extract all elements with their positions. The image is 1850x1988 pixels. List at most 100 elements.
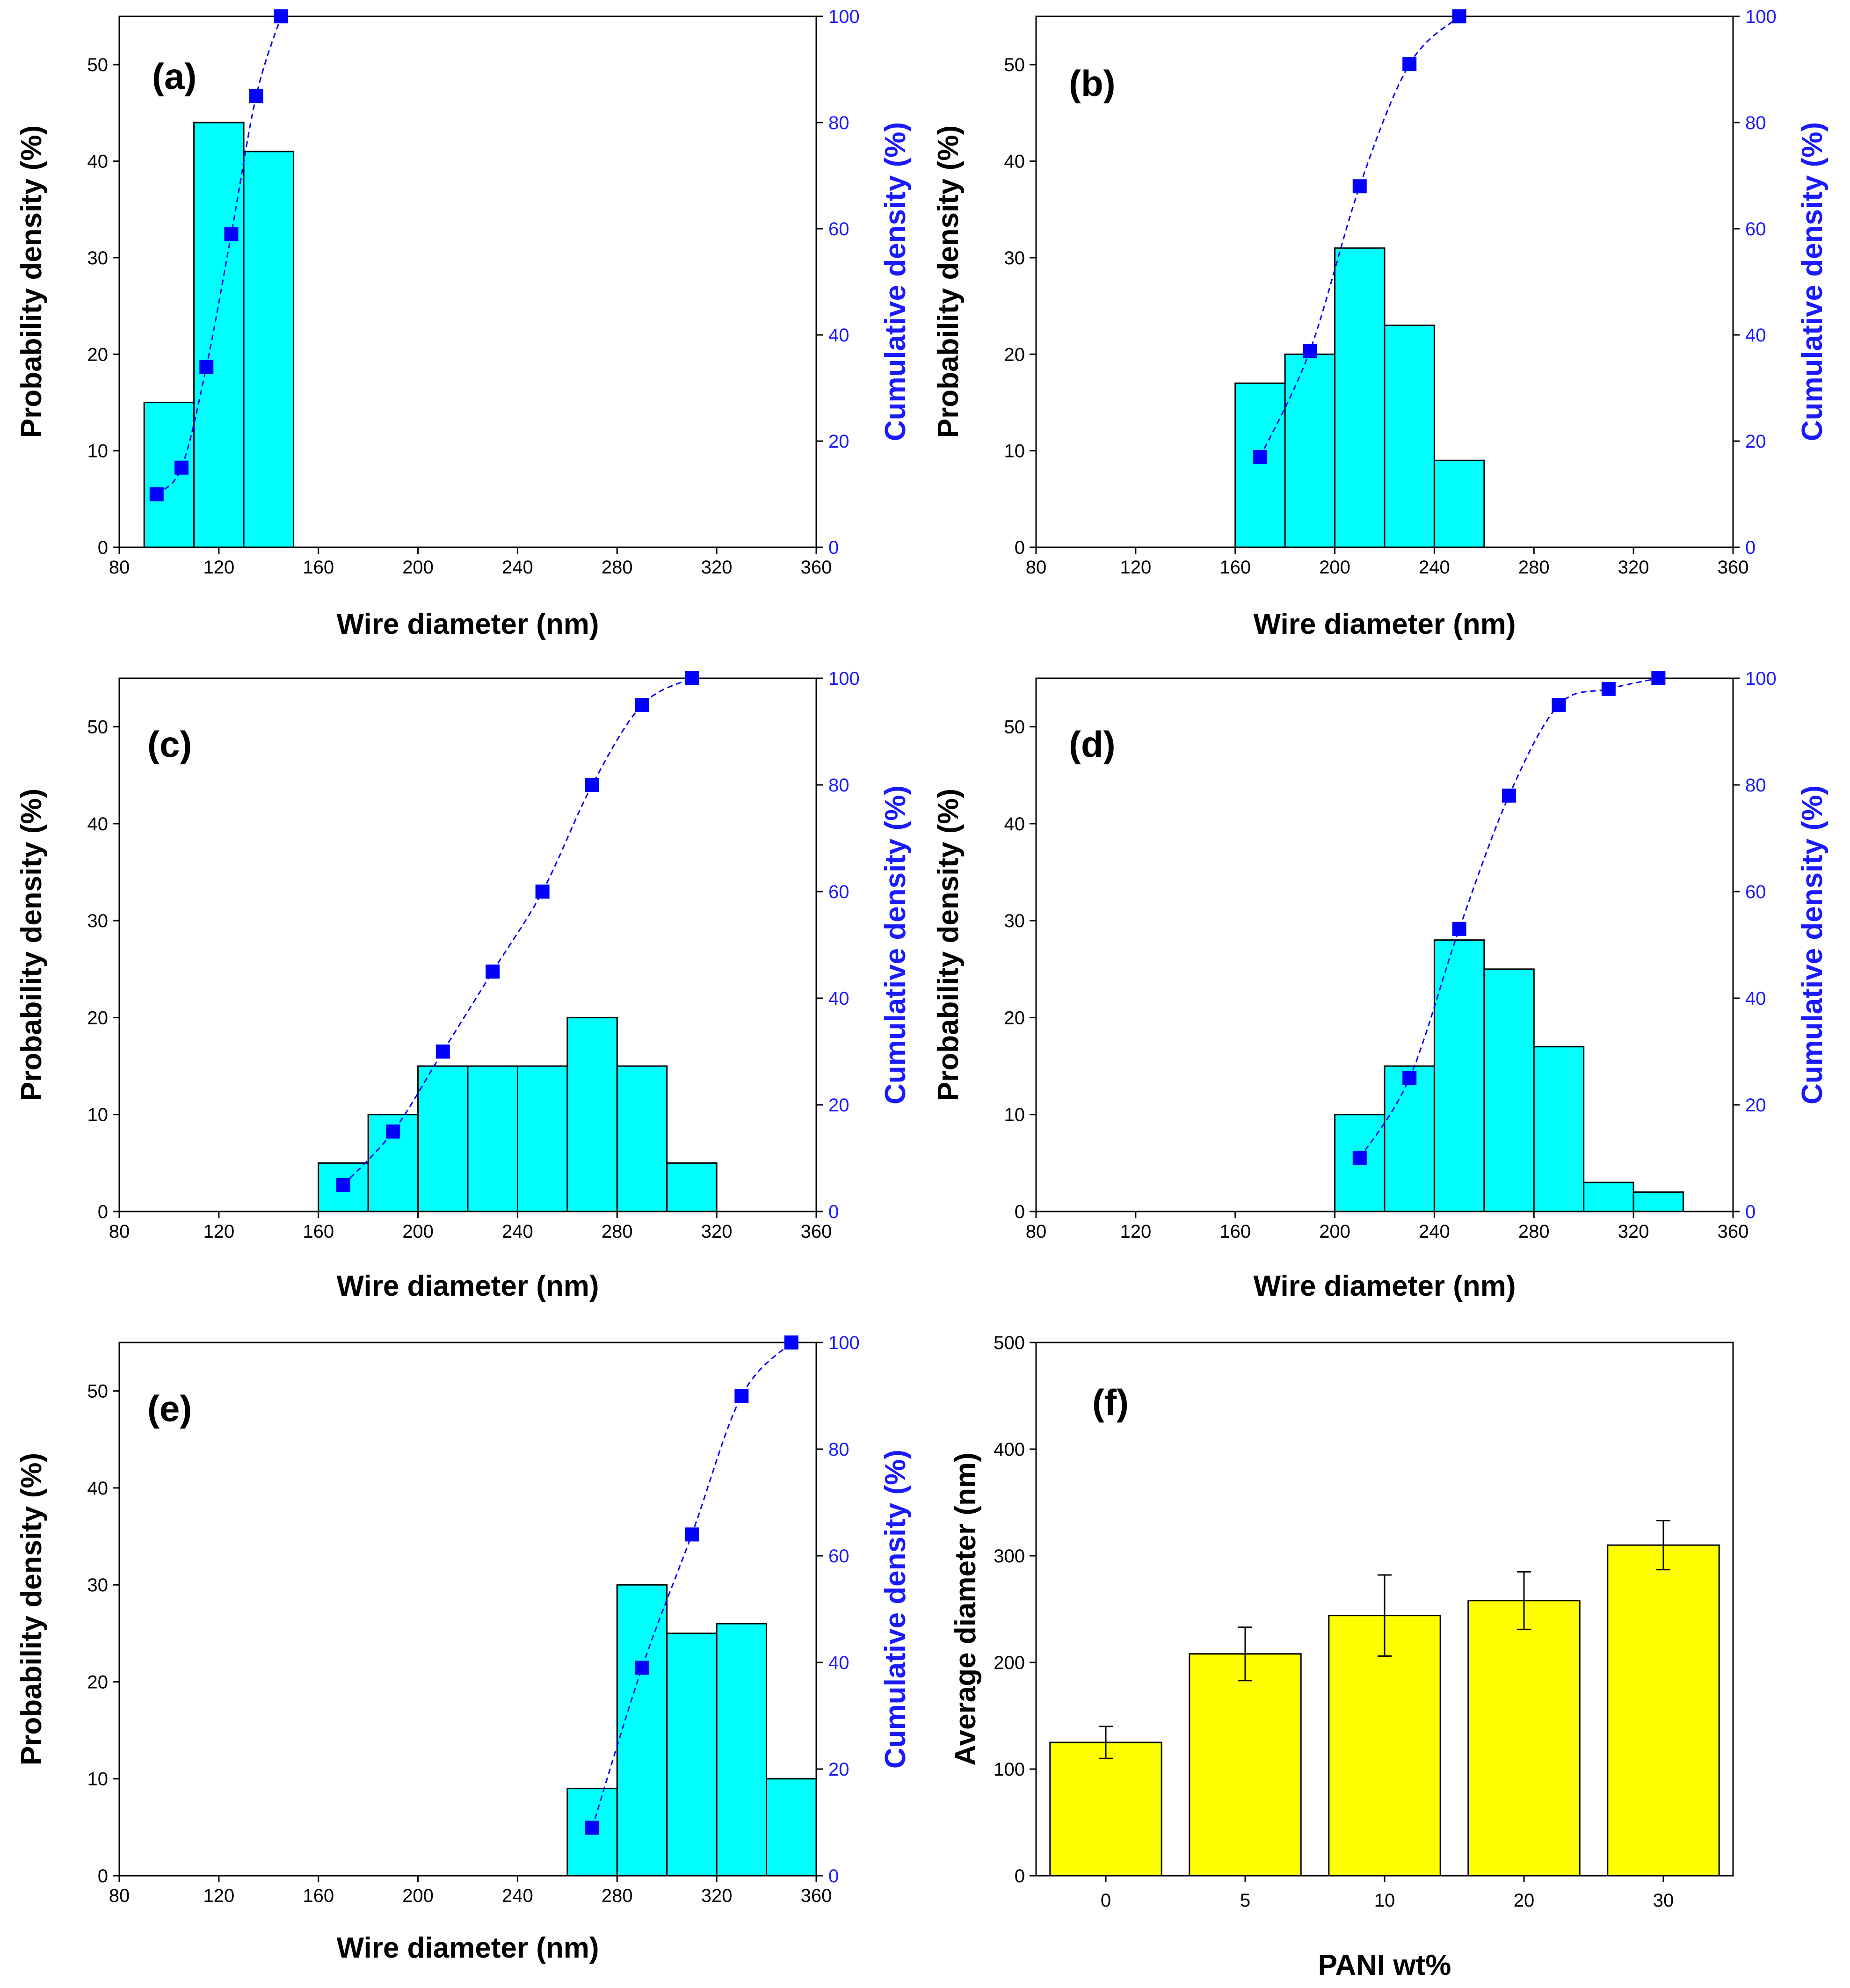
x-axis-title: Wire diameter (nm) bbox=[1254, 1270, 1516, 1302]
x-tick-label: 160 bbox=[303, 1221, 334, 1242]
y-tick-label: 50 bbox=[87, 717, 109, 738]
x-tick-label: 200 bbox=[402, 1886, 434, 1906]
y2-tick-label: 100 bbox=[828, 7, 860, 27]
x-tick-label: 120 bbox=[203, 1886, 234, 1906]
cumulative-point bbox=[1452, 9, 1466, 23]
cumulative-line bbox=[1259, 15, 1460, 457]
y2-axis-title: Cumulative density (%) bbox=[879, 122, 912, 441]
x-tick-label: 320 bbox=[701, 1886, 733, 1906]
cumulative-point bbox=[435, 1045, 450, 1059]
x-tick-label: 120 bbox=[203, 1221, 234, 1242]
y-tick-label: 50 bbox=[1004, 717, 1025, 738]
cumulative-series bbox=[585, 1335, 798, 1835]
x-tick-label: 240 bbox=[502, 557, 533, 578]
cumulative-point bbox=[1303, 344, 1317, 358]
y2-tick-label: 80 bbox=[828, 775, 849, 796]
histogram-bar bbox=[467, 1065, 518, 1212]
y-tick-label: 200 bbox=[994, 1653, 1025, 1673]
cumulative-point bbox=[1651, 671, 1666, 685]
x-tick-label: 240 bbox=[502, 1886, 533, 1906]
cumulative-point bbox=[1352, 179, 1367, 194]
x-tick-label: 240 bbox=[1419, 1221, 1450, 1242]
y2-tick-label: 40 bbox=[1745, 988, 1766, 1009]
x-tick-label: 280 bbox=[1518, 557, 1550, 578]
y2-tick-label: 80 bbox=[828, 113, 849, 133]
x-tick-label: 160 bbox=[303, 1886, 334, 1906]
x-tick-label: 160 bbox=[1219, 1221, 1251, 1242]
y2-tick-label: 0 bbox=[1745, 537, 1756, 558]
y2-tick-label: 80 bbox=[1745, 775, 1766, 796]
panel-label: (b) bbox=[1069, 63, 1116, 104]
y2-tick-label: 100 bbox=[828, 668, 860, 689]
cumulative-point bbox=[249, 89, 263, 103]
y2-tick-label: 40 bbox=[828, 988, 849, 1009]
x-tick-label: 360 bbox=[1718, 557, 1749, 578]
cumulative-point bbox=[486, 965, 500, 979]
x-tick-label: 320 bbox=[701, 557, 733, 578]
x-axis-title: PANI wt% bbox=[1318, 1949, 1451, 1981]
y2-tick-label: 100 bbox=[1745, 7, 1777, 27]
panel-label: (f) bbox=[1092, 1382, 1129, 1423]
cumulative-series bbox=[336, 671, 699, 1192]
histogram-bar bbox=[1384, 324, 1435, 548]
y-tick-label: 40 bbox=[1004, 814, 1025, 834]
x-tick-label: 160 bbox=[1219, 557, 1251, 578]
plot-frame bbox=[118, 1342, 817, 1877]
average-bar bbox=[1049, 1741, 1162, 1877]
x-tick-label: 280 bbox=[1518, 1221, 1550, 1242]
x-tick-label: 80 bbox=[109, 1221, 130, 1242]
histogram-bar bbox=[566, 1016, 618, 1212]
y-tick-label: 30 bbox=[87, 248, 109, 268]
y2-tick-label: 0 bbox=[1745, 1202, 1756, 1222]
cumulative-point bbox=[274, 9, 288, 23]
y2-tick-label: 0 bbox=[828, 1866, 839, 1886]
cumulative-point bbox=[585, 778, 600, 792]
y2-tick-label: 40 bbox=[828, 1653, 849, 1673]
histogram-bars bbox=[1334, 939, 1684, 1212]
cumulative-point bbox=[199, 360, 214, 374]
y-tick-label: 40 bbox=[87, 152, 109, 172]
x-tick-label: 360 bbox=[1718, 1221, 1749, 1242]
histogram-bars bbox=[318, 1016, 718, 1212]
histogram-bars bbox=[143, 122, 294, 548]
cumulative-point bbox=[1402, 57, 1417, 72]
y2-tick-label: 100 bbox=[1745, 668, 1777, 689]
cumulative-point bbox=[635, 1661, 649, 1675]
x-tick-label: 160 bbox=[303, 557, 334, 578]
y2-tick-label: 20 bbox=[828, 431, 849, 452]
average-bar bbox=[1467, 1600, 1581, 1877]
histogram-bars bbox=[566, 1584, 817, 1877]
y2-tick-label: 20 bbox=[828, 1095, 849, 1116]
histogram-bar bbox=[1334, 247, 1386, 548]
y2-tick-label: 20 bbox=[1745, 1095, 1766, 1116]
y-tick-label: 100 bbox=[994, 1759, 1025, 1780]
x-tick-label: 320 bbox=[701, 1221, 733, 1242]
histogram-bar bbox=[243, 151, 294, 548]
x-tick-label: 30 bbox=[1653, 1890, 1674, 1911]
x-tick-label: 360 bbox=[801, 557, 832, 578]
y2-tick-label: 60 bbox=[1745, 219, 1766, 239]
y2-tick-label: 60 bbox=[828, 882, 849, 902]
cumulative-point bbox=[585, 1821, 600, 1835]
cumulative-point bbox=[224, 227, 239, 241]
average-bar bbox=[1189, 1653, 1302, 1877]
y-axis-title: Probability density (%) bbox=[15, 125, 48, 438]
y-tick-label: 20 bbox=[1004, 1008, 1025, 1028]
histogram-bar bbox=[1284, 353, 1336, 548]
cumulative-point bbox=[1452, 921, 1466, 936]
histogram-bar bbox=[716, 1623, 768, 1877]
x-tick-label: 5 bbox=[1240, 1890, 1250, 1911]
y-tick-label: 400 bbox=[994, 1439, 1025, 1460]
x-tick-label: 320 bbox=[1618, 1221, 1649, 1242]
cumulative-line bbox=[591, 1342, 792, 1828]
x-tick-label: 360 bbox=[801, 1886, 832, 1906]
x-axis-title: Wire diameter (nm) bbox=[337, 608, 599, 640]
cumulative-point bbox=[336, 1178, 350, 1192]
y-tick-label: 10 bbox=[87, 441, 109, 462]
